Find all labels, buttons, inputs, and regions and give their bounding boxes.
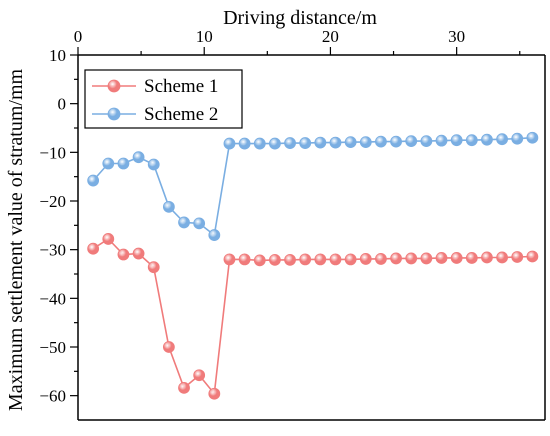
y-tick-label: 10 [49,46,66,65]
data-point [481,251,493,264]
data-point [435,134,448,147]
data-point [329,136,342,149]
data-point [223,253,236,266]
y-tick-label: −20 [39,192,66,211]
x-axis-title: Driving distance/m [223,7,377,29]
data-point [87,174,100,187]
series-1 [87,233,539,400]
data-point [253,137,266,150]
data-point [178,381,190,394]
legend-label: Scheme 1 [144,76,218,97]
data-point [405,135,418,148]
data-point [208,229,221,241]
data-point [102,157,115,170]
data-point [390,252,402,265]
series-layer [87,131,539,400]
data-point [299,137,312,149]
data-point [344,253,357,266]
data-point [132,247,145,260]
series-line [92,136,533,237]
x-tick-label: 30 [448,27,465,46]
data-point [268,137,281,150]
x-tick-label: 0 [74,27,83,46]
series-2 [87,131,539,241]
data-point [465,134,478,147]
data-point [284,137,296,149]
data-point [375,253,387,265]
data-point [87,242,100,255]
x-tick-label: 20 [322,27,339,46]
data-point [208,387,221,400]
data-point [223,137,236,150]
data-point [178,216,190,229]
data-point [253,254,266,267]
data-point [147,158,160,171]
legend-swatch-marker [107,107,121,121]
data-point [344,136,357,149]
data-point [420,252,433,265]
y-tick-label: −50 [39,338,66,357]
data-point [420,135,433,148]
y-tick-label: −10 [39,143,66,162]
data-point [329,253,342,266]
data-point [162,341,175,353]
data-point [359,253,372,265]
data-point [268,253,281,266]
data-point [496,133,508,146]
x-tick-label: 10 [196,27,213,46]
data-point [238,253,251,266]
data-point [314,136,327,149]
data-point [117,157,130,170]
y-tick-label: −40 [39,289,66,308]
data-point [162,200,175,213]
data-point [450,252,463,264]
y-tick-label: −60 [39,387,66,406]
series-line [92,237,533,396]
data-point [102,233,115,245]
data-point [526,250,539,263]
data-point [435,252,448,264]
legend-swatch-marker [107,79,121,93]
data-point [465,252,478,264]
data-point [526,131,539,144]
data-point [405,252,418,265]
data-point [359,136,372,149]
data-point [299,253,312,266]
data-point [511,251,524,263]
y-tick-label: 0 [58,95,67,114]
legend: Scheme 1 Scheme 2 [84,69,243,129]
data-point [117,248,130,261]
data-point [193,369,206,382]
data-point [238,137,251,150]
data-point [314,253,327,266]
y-tick-label: −30 [39,241,66,260]
plot-axes: 0 10 20 30 10 0 −10 −20 −30 −40 −50 −60 [39,27,546,421]
data-point [511,132,524,145]
data-point [481,133,493,146]
data-point [375,135,387,148]
data-point [193,217,206,230]
data-point [147,261,160,274]
data-point [284,253,296,266]
data-point [132,151,145,164]
data-point [390,135,402,148]
y-axis-title: Maximum settlement value of stratum/mm [5,68,27,411]
data-point [450,134,463,147]
data-point [496,251,508,264]
legend-label: Scheme 2 [144,104,218,125]
